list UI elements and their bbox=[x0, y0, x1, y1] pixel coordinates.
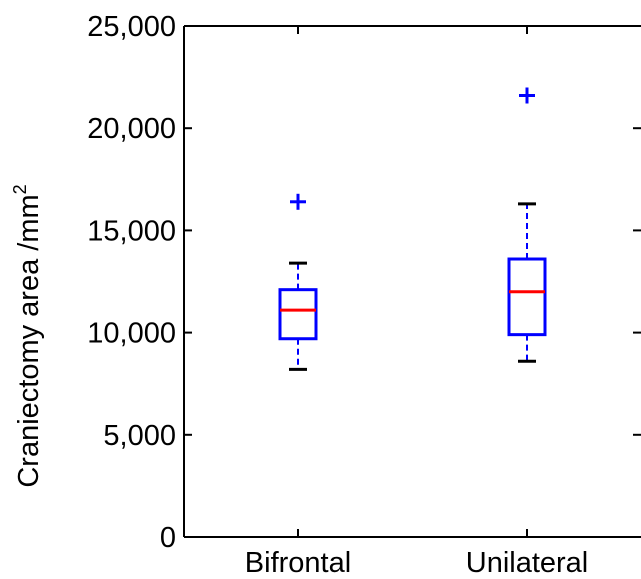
y-tick-label: 5,000 bbox=[103, 420, 176, 452]
x-tick-label: Bifrontal bbox=[245, 547, 351, 579]
axes-frame bbox=[183, 25, 641, 538]
y-tick-label: 10,000 bbox=[87, 318, 176, 350]
y-tick-label: 20,000 bbox=[87, 113, 176, 145]
y-axis-label-superscript: 2 bbox=[10, 184, 30, 194]
box-bifrontal bbox=[278, 193, 318, 371]
plot-area bbox=[278, 87, 547, 371]
box-unilateral bbox=[507, 87, 547, 363]
iqr-box bbox=[507, 257, 547, 337]
iqr-box bbox=[278, 288, 318, 341]
x-tick-label: Unilateral bbox=[466, 547, 589, 579]
y-axis-ticks bbox=[184, 25, 641, 538]
y-tick-label: 25,000 bbox=[87, 11, 176, 43]
y-axis-label-text: Craniectomy area /mm bbox=[13, 194, 45, 487]
y-tick-label: 0 bbox=[160, 522, 176, 554]
y-tick-label: 15,000 bbox=[87, 215, 176, 247]
y-axis-label: Craniectomy area /mm2 bbox=[10, 184, 45, 487]
tick-labels: 0 5,000 10,000 15,000 20,000 25,000 Bifrontal U… bbox=[87, 11, 588, 579]
